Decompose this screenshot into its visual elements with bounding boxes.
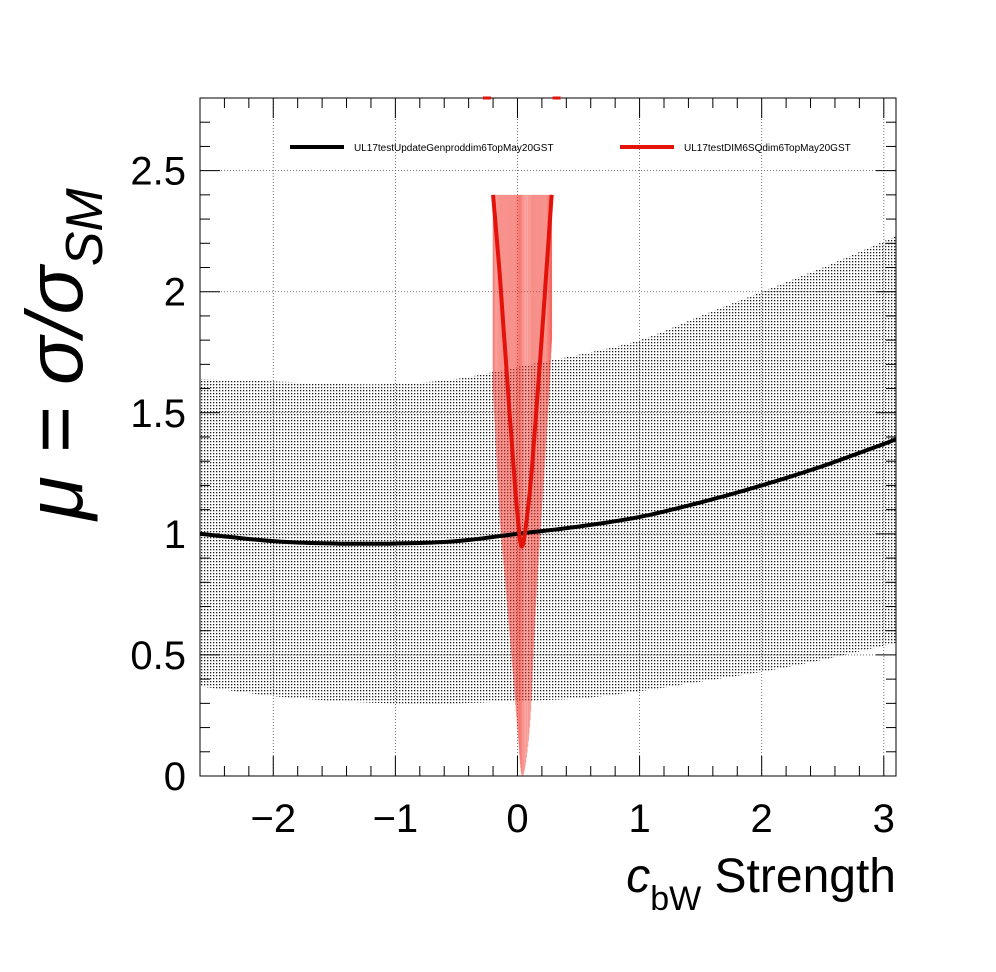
legend: UL17testUpdateGenproddim6TopMay20GST UL17…	[290, 143, 851, 154]
x-axis-label-prefix: c	[626, 850, 650, 903]
y-axis-label: μ = σ/σSM	[10, 188, 114, 522]
x-tick-label: 1	[628, 797, 650, 841]
y-tick-label: 0.5	[130, 634, 186, 678]
band-UL17testUpdateGenproddim6TopMay20GST	[200, 236, 896, 704]
legend-label-1: UL17testDIM6SQdim6TopMay20GST	[684, 143, 851, 154]
y-tick-label: 0	[164, 755, 186, 799]
x-axis-label-subscript: bW	[650, 880, 701, 918]
y-axis-label-subscript: SM	[56, 188, 114, 267]
x-axis-label-suffix: Strength	[701, 850, 896, 903]
legend-label-0: UL17testUpdateGenproddim6TopMay20GST	[354, 143, 554, 154]
series-line-UL17testDIM6SQdim6TopMay20GST	[491, 194, 554, 549]
series-lines	[200, 194, 896, 549]
x-tick-label: 3	[873, 797, 895, 841]
axis-ticks: −2 −1 0 1 2 3 0 0.5 1 1.5 2 2.5	[130, 98, 896, 841]
x-tick-label: −1	[373, 797, 419, 841]
x-axis-label: cbW Strength	[626, 850, 896, 918]
series-line-UL17testUpdateGenproddim6TopMay20GST	[200, 437, 896, 546]
x-tick-label: 0	[506, 797, 528, 841]
x-tick-label: −2	[250, 797, 296, 841]
y-tick-label: 2.5	[130, 150, 186, 194]
y-tick-label: 1	[164, 513, 186, 557]
y-axis-label-main: μ = σ/σ	[10, 264, 99, 522]
y-tick-label: 1.5	[130, 392, 186, 436]
x-tick-label: 2	[751, 797, 773, 841]
y-tick-label: 2	[164, 271, 186, 315]
